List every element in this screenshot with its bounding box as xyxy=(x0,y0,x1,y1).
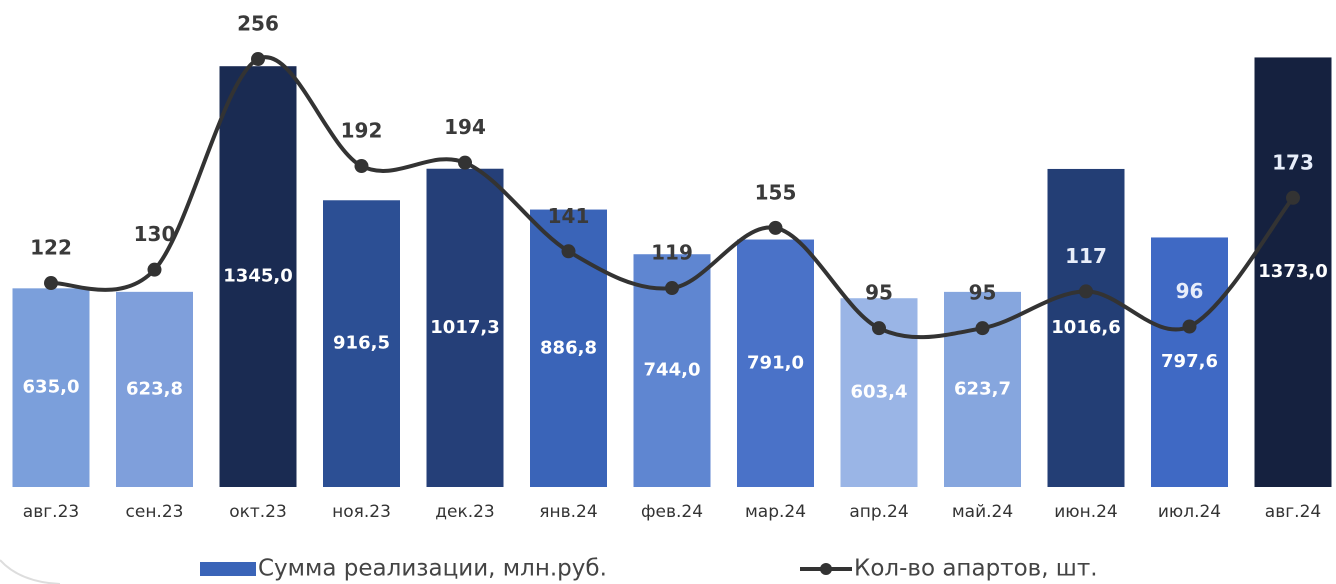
legend-label: Сумма реализации, млн.руб. xyxy=(258,556,607,582)
x-tick-label: сен.23 xyxy=(126,502,184,522)
bar-value-label: 797,6 xyxy=(1161,351,1218,372)
line-marker xyxy=(975,321,990,336)
line-value-label: 194 xyxy=(444,115,486,139)
line-value-label: 122 xyxy=(30,236,72,260)
x-tick-label: авг.23 xyxy=(23,502,79,522)
bar-value-label: 635,0 xyxy=(23,377,80,398)
line-marker xyxy=(665,281,679,296)
x-tick-label: окт.23 xyxy=(229,502,287,522)
bar-value-label: 623,7 xyxy=(954,378,1011,399)
x-tick-label: апр.24 xyxy=(849,502,908,522)
bar-value-label: 1016,6 xyxy=(1051,317,1120,338)
legend-label: Кол-во апартов, шт. xyxy=(854,556,1098,582)
line-marker xyxy=(354,159,369,174)
bar-value-label: 603,4 xyxy=(851,382,908,403)
line-marker xyxy=(872,321,886,336)
bar-value-label: 886,8 xyxy=(540,337,597,358)
bar xyxy=(323,200,400,488)
legend-swatch xyxy=(200,562,256,576)
line-marker xyxy=(251,52,265,67)
x-tick-label: авг.24 xyxy=(1265,502,1321,522)
line-value-label: 192 xyxy=(341,119,383,143)
line-value-label: 141 xyxy=(548,204,590,228)
x-tick-label: июн.24 xyxy=(1054,502,1118,522)
line-marker xyxy=(1182,319,1197,334)
bar-value-label: 1373,0 xyxy=(1258,261,1327,282)
bar xyxy=(1047,168,1125,487)
bar xyxy=(219,66,297,487)
x-tick-label: фев.24 xyxy=(641,502,703,522)
x-tick-label: май.24 xyxy=(952,502,1013,522)
x-tick-label: мар.24 xyxy=(745,502,806,522)
line-value-label: 130 xyxy=(134,222,176,246)
line-marker xyxy=(458,155,472,170)
bar-value-label: 791,0 xyxy=(747,352,804,373)
bar xyxy=(737,239,814,487)
x-tick-label: ноя.23 xyxy=(332,502,391,522)
line-marker xyxy=(1286,190,1300,205)
legend-swatch xyxy=(820,563,832,575)
x-tick-label: янв.24 xyxy=(539,502,597,522)
line-marker xyxy=(561,244,576,259)
x-tick-label: июл.24 xyxy=(1158,502,1221,522)
line-value-label: 95 xyxy=(865,281,893,305)
bar-value-label: 744,0 xyxy=(644,360,701,381)
line-value-label: 117 xyxy=(1065,244,1107,268)
line-marker xyxy=(147,262,162,277)
line-marker xyxy=(1079,284,1093,299)
bar xyxy=(426,168,504,488)
line-value-label: 95 xyxy=(969,281,997,305)
line-value-label: 173 xyxy=(1272,150,1314,174)
line-value-label: 96 xyxy=(1176,279,1204,303)
line-marker xyxy=(768,220,783,235)
bar xyxy=(116,291,193,487)
bar xyxy=(1254,57,1332,487)
bar xyxy=(12,288,90,487)
line-marker xyxy=(44,276,58,291)
bar-value-label: 623,8 xyxy=(126,378,183,399)
bar xyxy=(1151,237,1228,487)
line-value-label: 119 xyxy=(651,241,693,265)
bar-value-label: 1017,3 xyxy=(430,317,499,338)
x-tick-label: дек.23 xyxy=(435,502,495,522)
frame-edge xyxy=(0,559,61,584)
line-value-label: 155 xyxy=(755,180,797,204)
bar-value-label: 916,5 xyxy=(333,333,390,354)
line-value-label: 256 xyxy=(237,12,279,36)
bar-value-label: 1345,0 xyxy=(223,266,292,287)
